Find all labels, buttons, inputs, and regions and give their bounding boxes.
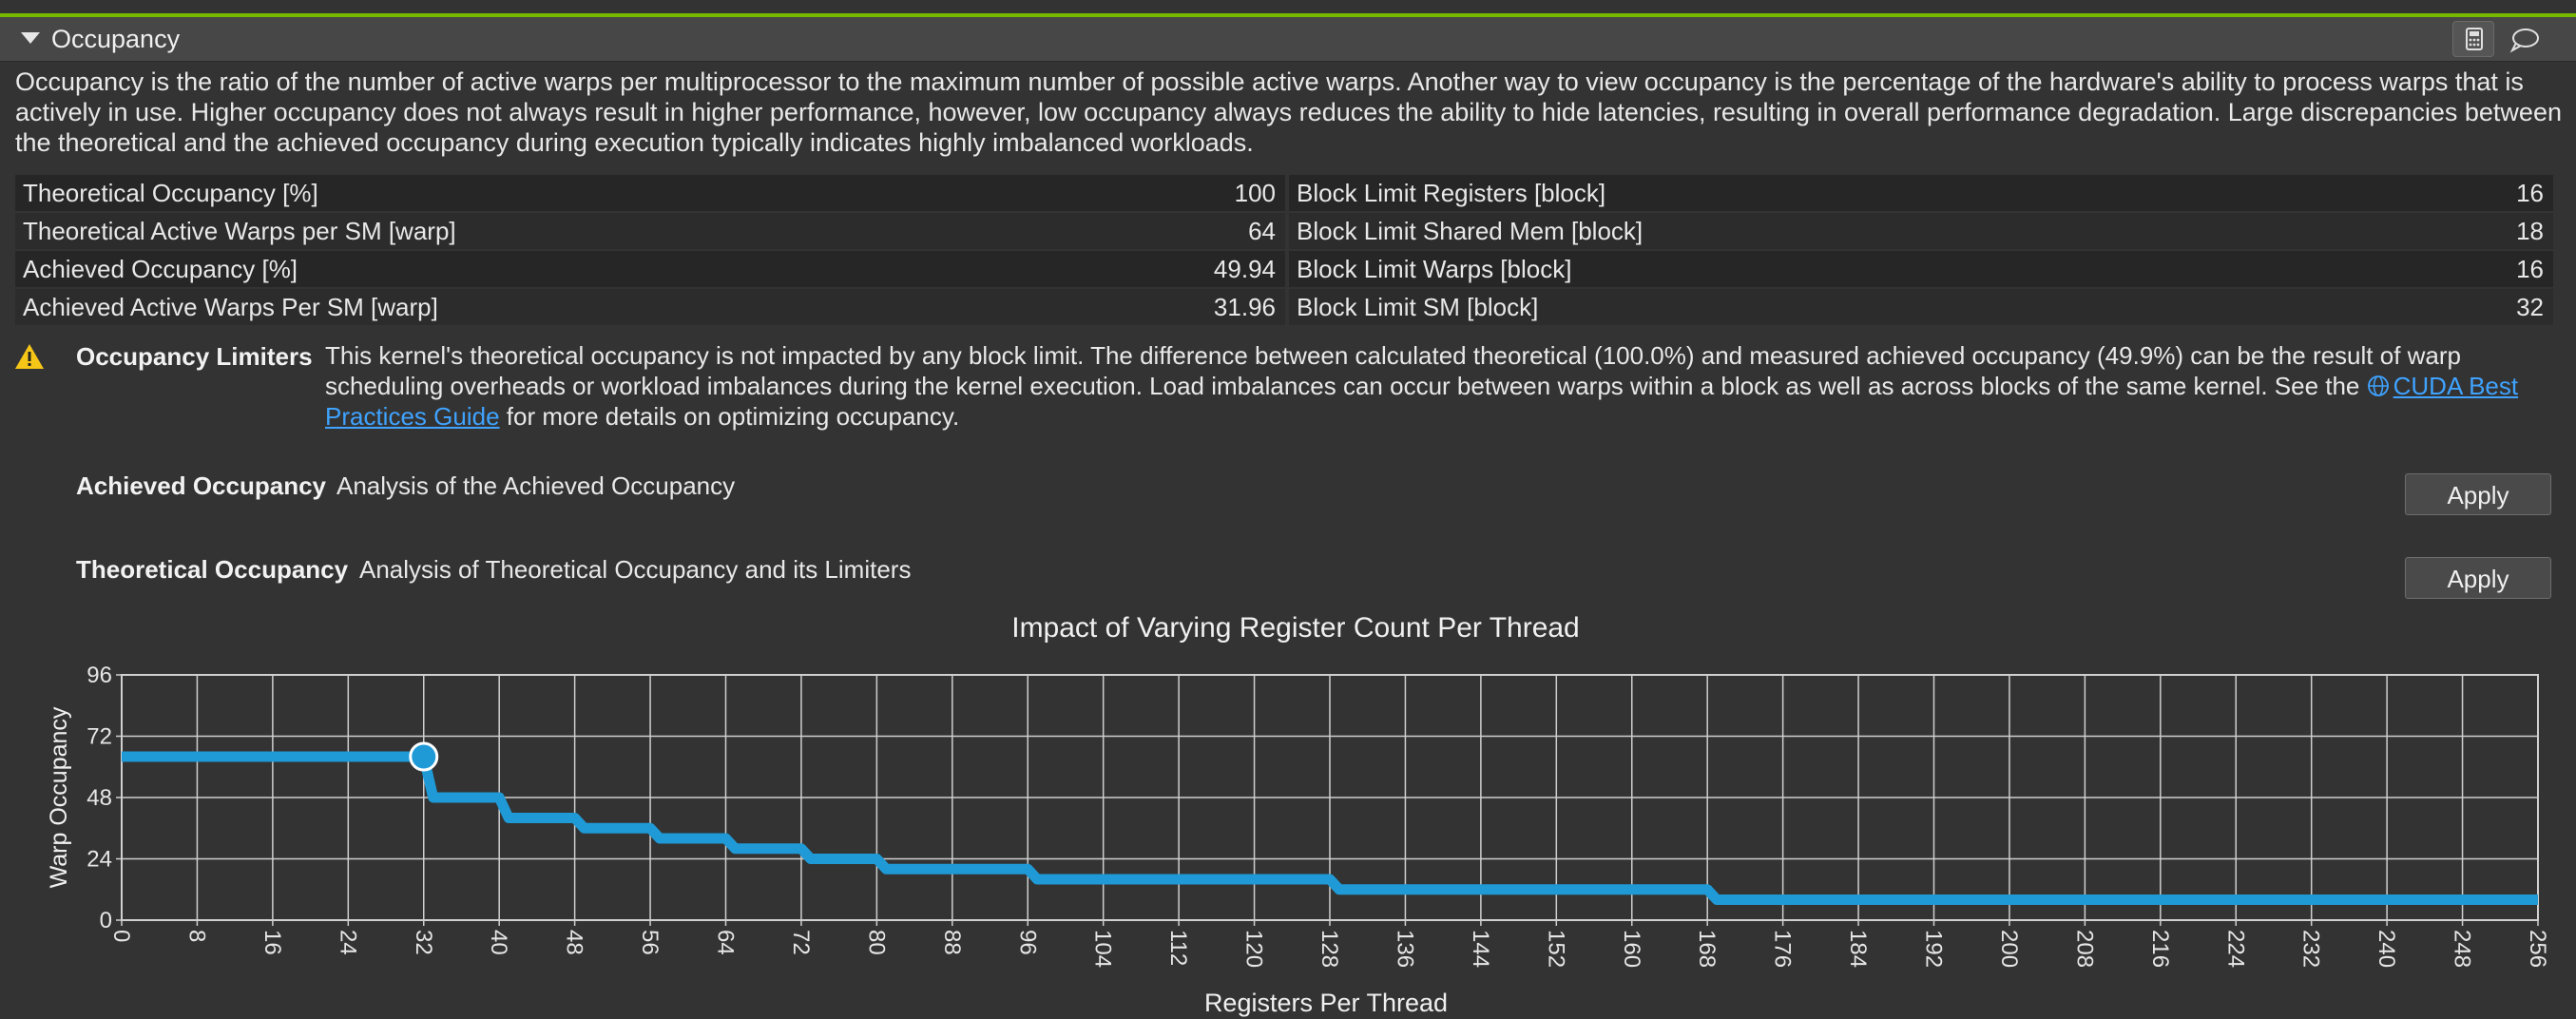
x-tick-label: 128 bbox=[1317, 930, 1342, 968]
calculator-icon bbox=[2466, 28, 2483, 50]
chart-title: Impact of Varying Register Count Per Thr… bbox=[1011, 612, 1580, 644]
section-title: Occupancy bbox=[51, 25, 181, 53]
comment-button[interactable] bbox=[2504, 21, 2546, 57]
x-tick-label: 200 bbox=[1996, 930, 2022, 968]
metric-label: Block Limit SM [block] bbox=[1297, 293, 1539, 321]
x-tick-label: 40 bbox=[486, 930, 511, 955]
x-tick-label: 176 bbox=[1770, 930, 1796, 968]
x-tick-label: 232 bbox=[2298, 930, 2324, 968]
metrics-row: Theoretical Active Warps per SM [warp] 6… bbox=[15, 213, 2553, 249]
metrics-row: Achieved Occupancy [%] 49.94 Block Limit… bbox=[15, 251, 2553, 287]
y-tick-label: 24 bbox=[87, 847, 112, 873]
x-tick-label: 248 bbox=[2450, 930, 2475, 968]
section-description: Occupancy is the ratio of the number of … bbox=[15, 67, 2562, 157]
metrics-row: Theoretical Occupancy [%] 100 Block Limi… bbox=[15, 175, 2553, 211]
metric-value: 32 bbox=[2516, 293, 2544, 321]
x-tick-label: 16 bbox=[260, 930, 285, 955]
metrics-row: Achieved Active Warps Per SM [warp] 31.9… bbox=[15, 289, 2553, 325]
rule-title-achieved: Achieved Occupancy bbox=[76, 471, 326, 500]
section-header[interactable]: Occupancy bbox=[0, 17, 2576, 62]
calculator-button[interactable] bbox=[2452, 21, 2494, 57]
limiters-text: This kernel's theoretical occupancy is n… bbox=[325, 341, 2519, 431]
metric-value: 16 bbox=[2516, 255, 2544, 283]
x-tick-label: 72 bbox=[788, 930, 814, 955]
x-tick-label: 216 bbox=[2147, 930, 2173, 968]
metric-label: Theoretical Active Warps per SM [warp] bbox=[23, 217, 456, 245]
metric-value: 18 bbox=[2516, 217, 2544, 245]
globe-icon bbox=[2367, 375, 2389, 396]
rule-description-theoretical: Analysis of Theoretical Occupancy and it… bbox=[359, 555, 912, 584]
x-tick-label: 208 bbox=[2071, 930, 2097, 968]
apply-theoretical-button[interactable]: Apply bbox=[2405, 557, 2551, 599]
metric-value: 49.94 bbox=[1213, 255, 1276, 283]
section-accent-line bbox=[0, 13, 2576, 17]
metric-label: Block Limit Shared Mem [block] bbox=[1297, 217, 1644, 245]
metric-value: 16 bbox=[2516, 179, 2544, 207]
metric-value: 64 bbox=[1248, 217, 1276, 245]
metric-value: 31.96 bbox=[1213, 293, 1276, 321]
x-tick-label: 96 bbox=[1014, 930, 1040, 955]
rule-title-theoretical: Theoretical Occupancy bbox=[76, 555, 349, 584]
x-tick-label: 112 bbox=[1165, 930, 1191, 966]
rule-description-achieved: Analysis of the Achieved Occupancy bbox=[336, 471, 736, 500]
x-tick-label: 152 bbox=[1543, 930, 1568, 968]
warning-icon bbox=[15, 344, 44, 369]
x-tick-label: 160 bbox=[1619, 930, 1644, 968]
x-tick-label: 48 bbox=[562, 930, 587, 955]
x-tick-label: 256 bbox=[2525, 930, 2550, 968]
x-tick-label: 24 bbox=[335, 930, 360, 955]
x-tick-label: 88 bbox=[939, 930, 965, 955]
x-tick-label: 184 bbox=[1845, 930, 1871, 968]
cuda-best-practices-link[interactable]: CUDA Best Practices Guide bbox=[325, 372, 2519, 431]
y-tick-label: 48 bbox=[87, 785, 112, 811]
metric-label: Block Limit Warps [block] bbox=[1297, 255, 1572, 283]
x-tick-label: 0 bbox=[108, 930, 134, 942]
apply-achieved-button[interactable]: Apply bbox=[2405, 473, 2551, 515]
x-tick-label: 240 bbox=[2374, 930, 2399, 968]
collapse-caret-icon[interactable] bbox=[21, 32, 40, 44]
metric-label: Block Limit Registers [block] bbox=[1297, 179, 1606, 207]
x-tick-label: 80 bbox=[863, 930, 889, 955]
x-tick-label: 192 bbox=[1921, 930, 1947, 968]
x-tick-label: 224 bbox=[2222, 930, 2248, 968]
x-tick-label: 136 bbox=[1392, 930, 1417, 968]
x-tick-label: 144 bbox=[1468, 930, 1493, 968]
y-axis-label: Warp Occupancy bbox=[46, 706, 72, 888]
x-tick-label: 32 bbox=[411, 930, 436, 955]
metric-label: Theoretical Occupancy [%] bbox=[23, 179, 318, 207]
x-tick-label: 104 bbox=[1090, 930, 1116, 968]
x-tick-label: 64 bbox=[713, 930, 739, 955]
y-tick-label: 96 bbox=[87, 663, 112, 688]
metric-label: Achieved Active Warps Per SM [warp] bbox=[23, 293, 438, 321]
metric-label: Achieved Occupancy [%] bbox=[23, 255, 298, 283]
metric-value: 100 bbox=[1234, 179, 1276, 207]
y-tick-label: 72 bbox=[87, 724, 112, 750]
comment-icon bbox=[2509, 29, 2539, 53]
x-axis-label: Registers Per Thread bbox=[1204, 989, 1448, 1017]
register-occupancy-chart: 0 8 16 24 32 40 48 56 64 72 80 88 96 104 112 120 128 136 1… bbox=[46, 663, 2550, 1017]
current-register-point bbox=[409, 741, 439, 772]
limiters-title: Occupancy Limiters bbox=[76, 342, 313, 371]
x-tick-label: 56 bbox=[637, 930, 663, 955]
occupancy-series-line bbox=[122, 751, 2538, 905]
x-tick-label: 120 bbox=[1241, 930, 1267, 968]
y-tick-label: 0 bbox=[100, 908, 112, 933]
x-tick-label: 8 bbox=[183, 930, 209, 942]
x-tick-label: 168 bbox=[1694, 930, 1720, 968]
